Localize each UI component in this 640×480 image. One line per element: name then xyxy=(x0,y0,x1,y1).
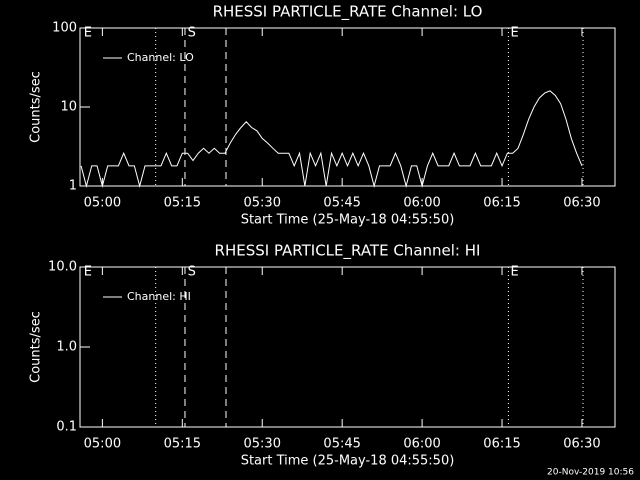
x-tick-label: 05:15 xyxy=(164,437,201,452)
x-tick-label: 05:45 xyxy=(323,196,360,211)
marker-label: E xyxy=(511,26,519,41)
y-tick-label: 10.0 xyxy=(48,260,77,275)
y-tick-label: 10 xyxy=(60,100,77,115)
x-tick-label: 06:30 xyxy=(563,196,600,211)
x-axis-label: Start Time (25-May-18 04:55:50) xyxy=(241,454,455,469)
marker-label: S xyxy=(188,265,196,280)
y-tick-label: 1 xyxy=(69,179,77,194)
x-tick-label: 05:00 xyxy=(84,196,121,211)
x-tick-label: 05:30 xyxy=(244,196,281,211)
x-tick-label: 06:15 xyxy=(483,196,520,211)
x-tick-label: 05:15 xyxy=(164,196,201,211)
marker-label: E xyxy=(84,265,92,280)
marker-label: E xyxy=(511,265,519,280)
x-tick-label: 06:00 xyxy=(403,196,440,211)
marker-label: E xyxy=(84,26,92,41)
legend-label: Channel: LO xyxy=(127,51,194,64)
marker-label: S xyxy=(188,26,196,41)
data-line xyxy=(80,90,583,188)
legend-label: Channel: HI xyxy=(127,290,191,303)
footer: 20-Nov-2019 10:56 xyxy=(547,468,634,478)
x-tick-label: 06:30 xyxy=(563,437,600,452)
y-tick-label: 1.0 xyxy=(56,340,77,355)
y-axis-label: Counts/sec xyxy=(29,71,44,143)
x-axis-label: Start Time (25-May-18 04:55:50) xyxy=(241,213,455,228)
x-tick-label: 06:00 xyxy=(403,437,440,452)
x-tick-label: 05:00 xyxy=(84,437,121,452)
y-tick-label: 100 xyxy=(52,21,77,36)
x-tick-label: 05:30 xyxy=(244,437,281,452)
y-tick-label: 0.1 xyxy=(56,420,77,435)
chart-title: RHESSI PARTICLE_RATE Channel: HI xyxy=(215,242,481,261)
y-axis-label: Counts/sec xyxy=(29,311,44,383)
x-tick-label: 06:15 xyxy=(483,437,520,452)
chart-title: RHESSI PARTICLE_RATE Channel: LO xyxy=(213,3,483,22)
x-tick-label: 05:45 xyxy=(323,437,360,452)
